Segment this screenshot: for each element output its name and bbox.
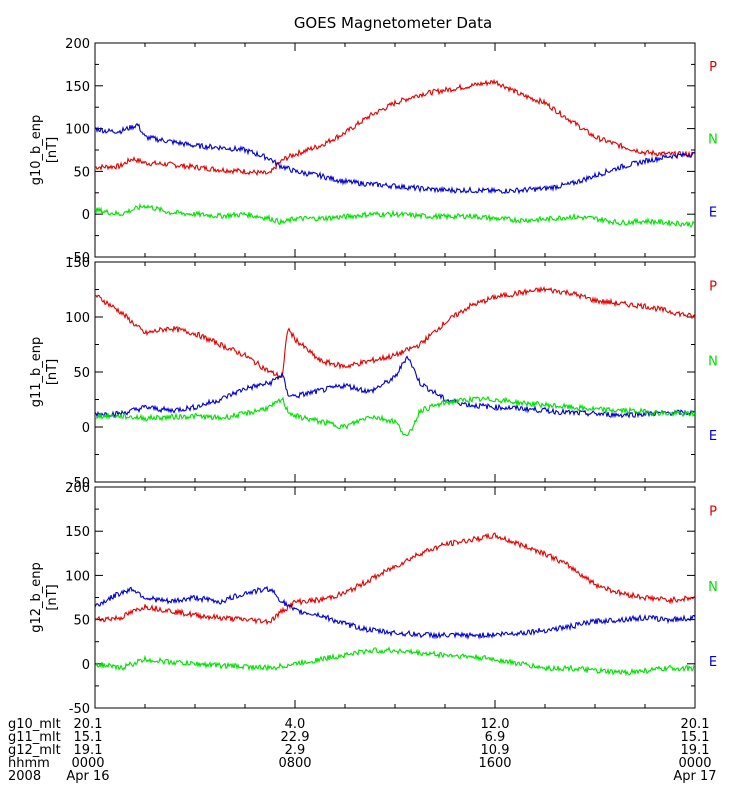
footer-row-label: g10_mlt xyxy=(8,717,61,732)
y-tick-label: -50 xyxy=(69,702,90,717)
y-tick-label: 150 xyxy=(65,80,90,95)
footer-value: 10.9 xyxy=(481,743,510,758)
y-axis-unit: [nT] xyxy=(45,584,60,610)
y-tick-label: 200 xyxy=(65,481,90,496)
footer-value: 4.0 xyxy=(285,717,306,732)
footer-value: 22.9 xyxy=(281,730,310,745)
legend-p: P xyxy=(709,505,717,520)
y-tick-label: 50 xyxy=(73,366,90,381)
panel-3: -50 0 50 100 150 200 g12_b_enp [nT] P N E xyxy=(29,481,718,717)
footer-value: 19.1 xyxy=(74,743,103,758)
legend-n: N xyxy=(708,133,718,148)
legend-e: E xyxy=(709,655,717,670)
panel-1: -50 0 50 100 150 200 g10_b_enp [nT] P N E xyxy=(29,37,718,266)
y-tick-label: 50 xyxy=(73,614,90,629)
y-tick-label: 150 xyxy=(65,525,90,540)
panel-2: -50 0 50 100 150 g11_b_enp [nT] P N E xyxy=(29,256,718,491)
panel-frame xyxy=(94,486,696,709)
footer-value: 1600 xyxy=(478,756,511,771)
y-tick-label: -50 xyxy=(69,251,90,266)
y-axis-unit: [nT] xyxy=(45,137,60,163)
series-line-n xyxy=(95,395,695,437)
footer-value: 0000 xyxy=(678,756,711,771)
panel-frame xyxy=(94,42,696,258)
panel-frame xyxy=(94,261,696,483)
footer-row-label: hhmm xyxy=(8,756,50,771)
y-tick-label: 200 xyxy=(65,37,90,52)
y-axis-unit: [nT] xyxy=(45,359,60,385)
legend-e: E xyxy=(709,429,717,444)
footer-value: 15.1 xyxy=(74,730,103,745)
footer-value: 15.1 xyxy=(681,730,710,745)
series-line-p xyxy=(95,532,695,626)
chart-title: GOES Magnetometer Data xyxy=(294,14,492,32)
series-line-e xyxy=(95,122,695,195)
footer-value: Apr 17 xyxy=(673,769,716,784)
footer-value: 6.9 xyxy=(485,730,506,745)
footer-value: 20.1 xyxy=(681,717,710,732)
footer-value: 19.1 xyxy=(681,743,710,758)
series-line-p xyxy=(95,285,695,379)
footer-value: 20.1 xyxy=(74,717,103,732)
series-line-n xyxy=(95,202,695,228)
y-tick-label: 0 xyxy=(82,208,90,223)
series-line-p xyxy=(95,78,695,177)
legend-e: E xyxy=(709,205,717,220)
y-tick-label: 100 xyxy=(65,311,90,326)
footer-value: 0000 xyxy=(71,756,104,771)
mlt-footer: g10_mlt 20.1 4.0 12.0 20.1 g11_mlt 15.1 22.9 6.9… xyxy=(8,717,717,784)
y-tick-label: 100 xyxy=(65,123,90,138)
footer-value: Apr 16 xyxy=(66,769,109,784)
footer-row-label: 2008 xyxy=(8,769,41,784)
legend-n: N xyxy=(708,580,718,595)
y-axis-label: g12_b_enp xyxy=(29,562,44,633)
footer-row-label: g11_mlt xyxy=(8,730,61,745)
y-tick-label: 50 xyxy=(73,165,90,180)
y-axis-label: g11_b_enp xyxy=(29,337,44,408)
legend-n: N xyxy=(708,354,718,369)
y-tick-label: 150 xyxy=(65,256,90,271)
y-axis-label: g10_b_enp xyxy=(29,115,44,186)
footer-value: 2.9 xyxy=(285,743,306,758)
y-tick-label: 0 xyxy=(82,658,90,673)
series-line-e xyxy=(95,355,695,419)
footer-value: 12.0 xyxy=(481,717,510,732)
y-tick-label: -50 xyxy=(69,476,90,491)
legend-p: P xyxy=(709,60,717,75)
series-line-n xyxy=(95,646,695,677)
footer-value: 0800 xyxy=(278,756,311,771)
y-tick-label: 100 xyxy=(65,569,90,584)
legend-p: P xyxy=(709,280,717,295)
footer-row-label: g12_mlt xyxy=(8,743,61,758)
y-tick-label: 0 xyxy=(82,421,90,436)
series-line-e xyxy=(95,585,695,640)
